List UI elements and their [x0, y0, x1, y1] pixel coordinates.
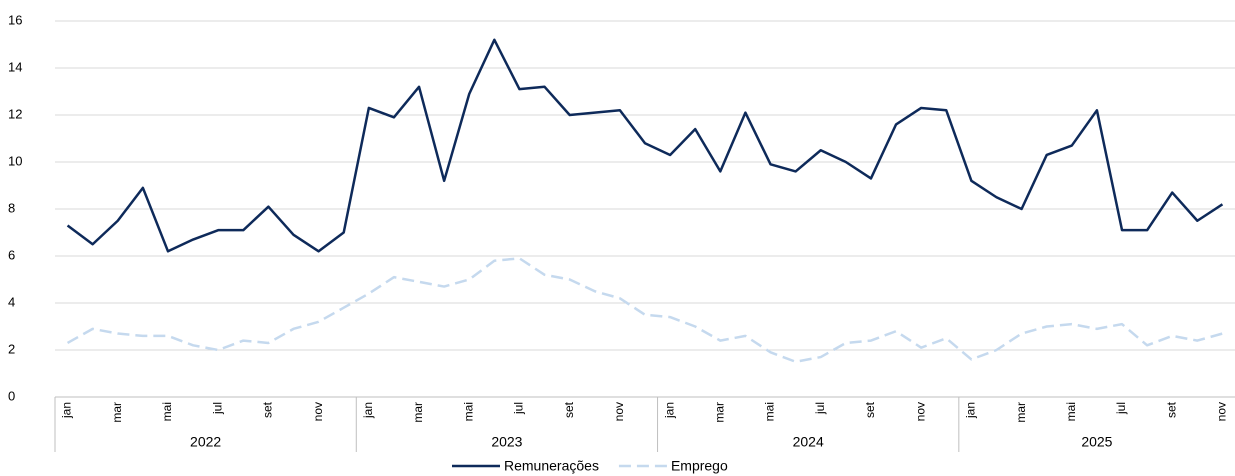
x-tick-label: set: [863, 401, 877, 418]
x-tick-label: set: [562, 401, 576, 418]
x-tick-label: nov: [913, 402, 927, 421]
group-label: 2025: [1081, 434, 1112, 450]
group-label: 2024: [793, 434, 824, 450]
x-tick-label: mar: [411, 402, 425, 423]
x-tick-label: mar: [712, 402, 726, 423]
y-tick-label: 2: [8, 341, 15, 356]
x-tick-label: set: [261, 401, 275, 418]
x-tick-label: jan: [964, 402, 978, 419]
x-tick-label: mar: [110, 402, 124, 423]
y-tick-label: 12: [8, 106, 22, 121]
x-tick-label: nov: [1215, 402, 1229, 421]
x-tick-label: jul: [813, 402, 827, 415]
x-tick-label: mai: [1064, 402, 1078, 421]
x-tick-label: set: [1164, 401, 1178, 418]
legend-label: Emprego: [671, 458, 728, 474]
y-tick-label: 4: [8, 294, 15, 309]
x-tick-label: jan: [662, 402, 676, 419]
y-tick-label: 14: [8, 59, 22, 74]
group-label: 2022: [190, 434, 221, 450]
x-tick-label: mai: [763, 402, 777, 421]
group-label: 2023: [491, 434, 522, 450]
series-line: [66, 257, 1223, 363]
x-tick-label: mai: [461, 402, 475, 421]
x-tick-label: jul: [512, 402, 526, 415]
x-tick-label: nov: [311, 402, 325, 421]
x-tick-label: mar: [1014, 402, 1028, 423]
x-tick-label: mai: [160, 402, 174, 421]
legend-label: Remunerações: [504, 458, 599, 474]
y-tick-label: 8: [8, 200, 15, 215]
x-tick-label: jul: [1114, 402, 1128, 415]
x-tick-label: jul: [210, 402, 224, 415]
x-tick-label: jan: [361, 402, 375, 419]
x-tick-label: nov: [612, 402, 626, 421]
y-tick-label: 16: [8, 12, 22, 27]
y-tick-label: 6: [8, 247, 15, 262]
y-tick-label: 10: [8, 153, 22, 168]
x-tick-label: jan: [60, 402, 74, 419]
series-line: [66, 38, 1224, 253]
y-tick-label: 0: [8, 388, 15, 403]
